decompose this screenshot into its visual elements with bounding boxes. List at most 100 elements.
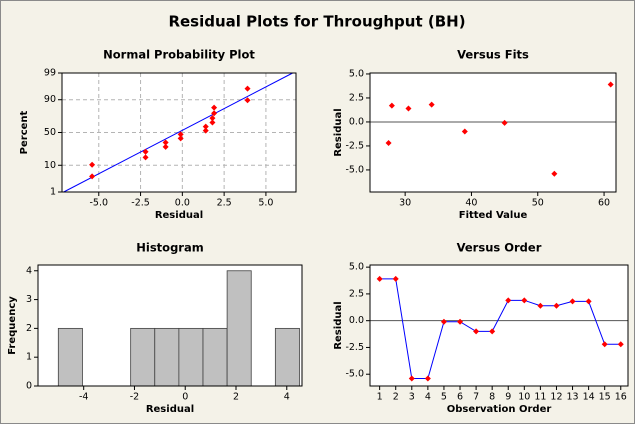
y-tick-label: 4 bbox=[26, 265, 32, 276]
point bbox=[428, 101, 435, 108]
x-axis-label: Residual bbox=[146, 404, 194, 415]
x-tick-label: 5.0 bbox=[258, 198, 273, 209]
x-tick-label: 60 bbox=[598, 198, 610, 209]
y-tick-label: -2.5 bbox=[345, 342, 364, 353]
bar bbox=[178, 327, 204, 387]
point bbox=[551, 170, 558, 177]
x-tick-label: 0.0 bbox=[175, 198, 190, 209]
x-tick-label: -4 bbox=[79, 392, 88, 403]
y-tick-label: 5.0 bbox=[349, 262, 364, 273]
x-tick-label: 1 bbox=[377, 392, 383, 403]
point bbox=[244, 97, 251, 104]
point bbox=[209, 119, 216, 126]
x-tick-label: 13 bbox=[566, 392, 578, 403]
x-tick-label: 10 bbox=[518, 392, 530, 403]
point bbox=[244, 85, 251, 92]
point bbox=[440, 318, 447, 325]
y-tick-label: 90 bbox=[44, 94, 56, 105]
bar bbox=[226, 270, 252, 387]
point bbox=[553, 302, 560, 309]
point bbox=[521, 297, 528, 304]
plot-border bbox=[369, 264, 629, 387]
point bbox=[424, 375, 431, 382]
y-tick-label: 0 bbox=[26, 381, 32, 392]
x-tick-label: 7 bbox=[473, 392, 479, 403]
y-tick-label: 0.0 bbox=[349, 315, 364, 326]
point bbox=[177, 131, 184, 138]
x-tick-label: 11 bbox=[534, 392, 546, 403]
plot-border bbox=[37, 264, 303, 387]
y-tick-label: 1 bbox=[26, 352, 32, 363]
x-tick-label: 15 bbox=[599, 392, 611, 403]
panel-title: Normal Probability Plot bbox=[103, 48, 255, 62]
bar bbox=[57, 327, 83, 387]
x-tick-label: 9 bbox=[505, 392, 511, 403]
point bbox=[489, 328, 496, 335]
x-tick-label: 2.5 bbox=[217, 198, 232, 209]
point bbox=[601, 341, 608, 348]
point bbox=[501, 119, 508, 126]
x-tick-label: 4 bbox=[284, 392, 290, 403]
x-tick-label: 6 bbox=[457, 392, 463, 403]
x-tick-label: 16 bbox=[615, 392, 627, 403]
panel-title: Versus Fits bbox=[457, 48, 529, 62]
point bbox=[211, 104, 218, 111]
bar bbox=[154, 327, 180, 387]
point bbox=[142, 154, 149, 161]
y-tick-label: 50 bbox=[44, 127, 56, 138]
plot-area bbox=[370, 265, 628, 386]
point bbox=[162, 139, 169, 146]
point bbox=[388, 102, 395, 109]
point bbox=[162, 143, 169, 150]
point bbox=[607, 81, 614, 88]
point bbox=[457, 318, 464, 325]
point bbox=[392, 275, 399, 282]
figure-title: Residual Plots for Throughput (BH) bbox=[168, 13, 465, 31]
x-tick-label: 0 bbox=[182, 392, 188, 403]
point bbox=[202, 123, 209, 130]
x-tick-label: 30 bbox=[399, 198, 411, 209]
y-tick-label: 99 bbox=[44, 68, 56, 79]
point bbox=[209, 115, 216, 122]
x-tick-label: 8 bbox=[489, 392, 495, 403]
y-tick-label: 2 bbox=[26, 323, 32, 334]
x-tick-label: 5 bbox=[441, 392, 447, 403]
x-tick-label: 2 bbox=[393, 392, 399, 403]
y-tick-label: 0.0 bbox=[349, 116, 364, 127]
y-tick-label: -5.0 bbox=[345, 164, 364, 175]
x-tick-label: 14 bbox=[583, 392, 595, 403]
panel-title: Histogram bbox=[136, 241, 203, 255]
point bbox=[405, 105, 412, 112]
y-tick-label: 5.0 bbox=[349, 68, 364, 79]
panel-title: Versus Order bbox=[457, 241, 542, 255]
point bbox=[617, 341, 624, 348]
point bbox=[473, 328, 480, 335]
y-axis-label: Percent bbox=[19, 110, 30, 154]
x-tick-label: 50 bbox=[532, 198, 544, 209]
y-tick-label: 1 bbox=[50, 187, 56, 198]
bar bbox=[130, 327, 156, 387]
point bbox=[385, 140, 392, 147]
point bbox=[142, 148, 149, 155]
x-axis-label: Residual bbox=[155, 210, 203, 221]
x-tick-label: -5.0 bbox=[89, 198, 108, 209]
y-axis-label: Residual bbox=[333, 108, 344, 156]
fit-line bbox=[63, 72, 293, 193]
point bbox=[89, 161, 96, 168]
point bbox=[585, 298, 592, 305]
y-tick-label: -5.0 bbox=[345, 369, 364, 380]
plot-border bbox=[61, 72, 297, 193]
x-tick-label: 3 bbox=[409, 392, 415, 403]
x-tick-label: 2 bbox=[233, 392, 239, 403]
series-line bbox=[379, 278, 621, 380]
x-axis-label: Fitted Value bbox=[459, 210, 528, 221]
point bbox=[376, 275, 383, 282]
bar bbox=[274, 327, 300, 387]
y-tick-label: -2.5 bbox=[345, 140, 364, 151]
y-axis-label: Residual bbox=[333, 301, 344, 349]
x-tick-label: -2.5 bbox=[131, 198, 150, 209]
point bbox=[177, 135, 184, 142]
x-tick-label: -2 bbox=[130, 392, 139, 403]
x-axis-label: Observation Order bbox=[447, 404, 552, 415]
point bbox=[505, 297, 512, 304]
